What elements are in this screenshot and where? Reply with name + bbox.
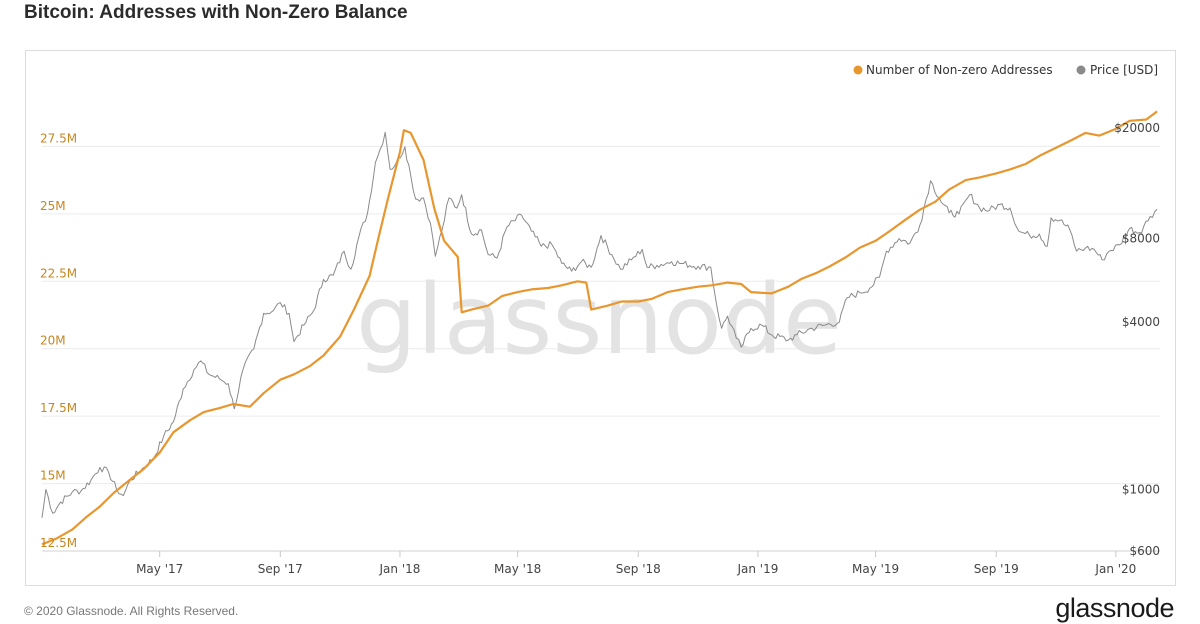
x-tick-label: May '18: [494, 562, 541, 576]
legend[interactable]: Number of Non-zero Addresses Price [USD]: [853, 63, 1159, 77]
series-line-price: [41, 131, 1158, 518]
y-left-tick-label: 17.5M: [40, 401, 77, 415]
y-left-tick-label: 20M: [40, 334, 66, 348]
legend-marker-addresses: [853, 65, 863, 75]
y-right-tick-label: $600: [1129, 544, 1160, 558]
legend-marker-price: [1076, 65, 1086, 75]
price-series-layer: [41, 131, 1158, 518]
grid-layer: [42, 145, 1160, 557]
x-tick-label: May '19: [852, 562, 899, 576]
page-title: Bitcoin: Addresses with Non-Zero Balance: [24, 2, 408, 23]
series-line-addresses: [41, 110, 1158, 546]
chart-svg: glassnode 12.5M 15M 17.5M 20M 22.5M 25M 27.5M $…: [40, 63, 1160, 576]
legend-label-addresses[interactable]: Number of Non-zero Addresses: [866, 63, 1053, 77]
y-left-tick-label: 12.5M: [40, 536, 77, 550]
watermark: glassnode: [356, 264, 842, 376]
footer-brand-logo: glassnode: [1055, 593, 1174, 623]
y-left-tick-label: 15M: [40, 469, 66, 483]
legend-label-price[interactable]: Price [USD]: [1090, 63, 1158, 77]
footer-copyright: © 2020 Glassnode. All Rights Reserved.: [24, 604, 239, 618]
y-left-tick-label: 27.5M: [40, 131, 77, 145]
chart-frame: glassnode 12.5M 15M 17.5M 20M 22.5M 25M 27.5M $…: [25, 50, 1176, 586]
y-right-tick-label: $1000: [1122, 482, 1160, 496]
x-tick-label: May '17: [136, 562, 183, 576]
x-tick-label: Sep '19: [974, 562, 1019, 576]
y-right-tick-label: $20000: [1114, 121, 1160, 135]
addresses-series-layer: [41, 110, 1158, 546]
y-left-tick-label: 22.5M: [40, 266, 77, 280]
x-tick-label: Jan '19: [736, 562, 778, 576]
y-left-tick-label: 25M: [40, 199, 66, 213]
x-tick-label: Jan '18: [379, 562, 421, 576]
x-tick-label: Jan '20: [1094, 562, 1136, 576]
x-tick-label: Sep '17: [258, 562, 303, 576]
y-right-tick-label: $8000: [1122, 231, 1160, 245]
y-right-tick-label: $4000: [1122, 315, 1160, 329]
x-tick-label: Sep '18: [616, 562, 661, 576]
axis-labels-layer: 12.5M 15M 17.5M 20M 22.5M 25M 27.5M $600 $1000 $4…: [40, 121, 1160, 576]
